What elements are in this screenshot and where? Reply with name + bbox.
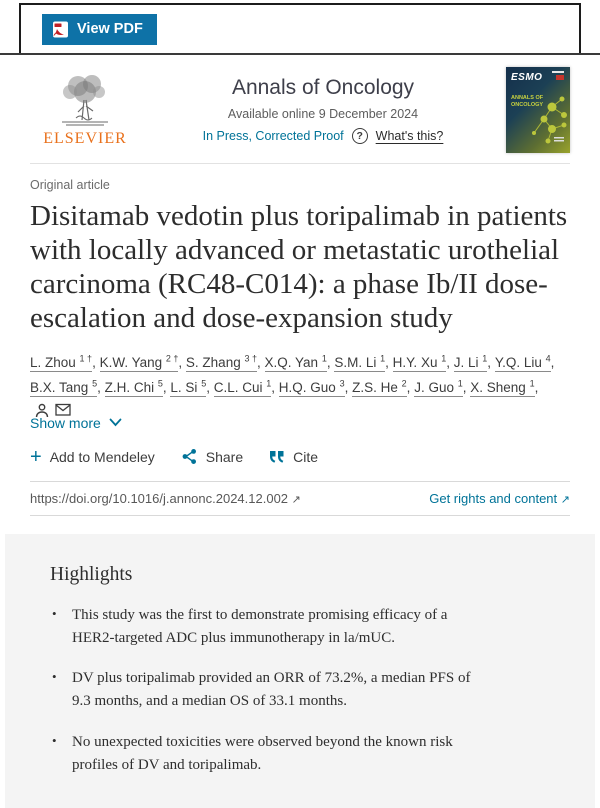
article-title: Disitamab vedotin plus toripalimab in pa… — [30, 200, 568, 334]
author-link[interactable]: L. Si 5 — [170, 378, 207, 397]
journal-title-link[interactable]: Annals of Oncology — [231, 76, 415, 99]
author-link[interactable]: H.Y. Xu 1 — [392, 353, 447, 373]
author-link[interactable]: C.L. Cui 1 — [213, 378, 272, 397]
author-link[interactable]: Y.Q. Liu 4 — [494, 353, 551, 373]
mendeley-label: Add to Mendeley — [49, 448, 155, 465]
get-rights-link[interactable]: Get rights and content ↗ — [429, 490, 570, 506]
cite-quote-icon — [269, 450, 285, 463]
plus-icon: + — [30, 445, 42, 468]
doi-link[interactable]: https://doi.org/10.1016/j.annonc.2024.12… — [30, 490, 301, 506]
highlights-list: This study was the first to demonstrate … — [50, 604, 550, 778]
pdf-file-icon — [52, 21, 69, 38]
author-link[interactable]: H.Q. Guo 3 — [278, 378, 345, 397]
question-circle-icon[interactable]: ? — [351, 128, 368, 144]
author-link[interactable]: B.X. Tang 5 — [30, 378, 98, 397]
share-icon — [181, 448, 198, 465]
envelope-icon[interactable] — [55, 403, 71, 418]
author: L. Zhou 1 † — [30, 353, 100, 373]
author: B.X. Tang 5 — [30, 378, 105, 397]
corresponding-author-icons — [35, 403, 71, 418]
share-label: Share — [205, 448, 244, 465]
elsevier-tree-icon — [54, 72, 116, 128]
author: H.Y. Xu 1 — [392, 353, 454, 373]
add-to-mendeley-button[interactable]: + Add to Mendeley — [30, 447, 155, 467]
highlight-item: This study was the first to demonstrate … — [50, 604, 480, 651]
author: S. Zhang 3 † — [185, 353, 265, 373]
elsevier-wordmark: ELSEVIER — [43, 130, 127, 147]
highlight-item: DV plus toripalimab provided an ORR of 7… — [50, 667, 480, 714]
author: K.W. Yang 2 † — [99, 353, 186, 373]
author-link[interactable]: S.M. Li 1 — [334, 353, 386, 373]
cite-button[interactable]: Cite — [269, 449, 318, 465]
external-link-icon: ↗ — [560, 493, 570, 506]
author-link[interactable]: Z.H. Chi 5 — [104, 378, 163, 397]
author-link[interactable]: J. Guo 1 — [414, 378, 463, 397]
cite-label: Cite — [293, 448, 319, 465]
author: Z.H. Chi 5 — [104, 378, 170, 397]
view-pdf-label: View PDF — [77, 21, 143, 37]
author-link[interactable]: X.Q. Yan 1 — [264, 353, 327, 373]
show-more-label[interactable]: Show more — [30, 414, 101, 431]
share-button[interactable]: Share — [181, 448, 243, 465]
cover-molecule-graphic — [532, 71, 567, 144]
article-type-label: Original article — [30, 178, 110, 192]
journal-cover-thumbnail[interactable]: ESMO ANNALS OF ONCOLOGY — [506, 67, 570, 153]
author-link[interactable]: Z.S. He 2 — [352, 378, 407, 397]
view-pdf-button[interactable]: View PDF — [42, 13, 157, 45]
author: Y.Q. Liu 4 — [494, 353, 554, 373]
elsevier-logo[interactable]: ELSEVIER — [30, 72, 140, 148]
whats-this-link[interactable]: What's this? — [375, 129, 444, 143]
author: H.Q. Guo 3 — [278, 378, 352, 397]
toolbar-divider — [0, 53, 600, 55]
external-link-icon: ↗ — [291, 493, 301, 506]
author: C.L. Cui 1 — [213, 378, 279, 397]
author-link[interactable]: L. Zhou 1 † — [30, 353, 93, 373]
in-press-link[interactable]: In Press, Corrected Proof — [202, 129, 344, 143]
highlights-panel: Highlights This study was the first to d… — [5, 533, 595, 808]
highlights-heading: Highlights — [50, 563, 133, 585]
cover-journal-name: ANNALS OF ONCOLOGY — [511, 95, 544, 109]
author-link[interactable]: S. Zhang 3 † — [185, 353, 257, 373]
author-link[interactable]: X. Sheng 1 — [470, 378, 535, 397]
pdf-toolbar: View PDF — [19, 3, 581, 53]
esmo-logo: ESMO — [511, 72, 543, 83]
author-link[interactable]: J. Li 1 — [453, 353, 488, 373]
author: J. Li 1 — [453, 353, 495, 373]
author-link[interactable]: K.W. Yang 2 † — [99, 353, 179, 373]
article-actions: + Add to Mendeley Share — [30, 447, 570, 467]
show-more-toggle[interactable]: Show more — [30, 415, 570, 431]
author: S.M. Li 1 — [334, 353, 393, 373]
highlight-item: No unexpected toxicities were observed b… — [50, 731, 480, 778]
author: Z.S. He 2 — [352, 378, 414, 397]
doi-row: https://doi.org/10.1016/j.annonc.2024.12… — [30, 480, 570, 516]
author: X.Q. Yan 1 — [264, 353, 334, 373]
author: L. Si 5 — [170, 378, 214, 397]
author-list: L. Zhou 1 † K.W. Yang 2 † S. Zhang 3 † X… — [30, 351, 570, 425]
person-icon[interactable] — [35, 403, 49, 418]
author: X. Sheng 1 — [470, 378, 538, 397]
chevron-down-icon — [109, 418, 122, 427]
available-online-date: Available online 9 December 2024 — [227, 107, 419, 121]
author: J. Guo 1 — [414, 378, 470, 397]
journal-header: ELSEVIER Annals of Oncology Available on… — [30, 55, 570, 164]
